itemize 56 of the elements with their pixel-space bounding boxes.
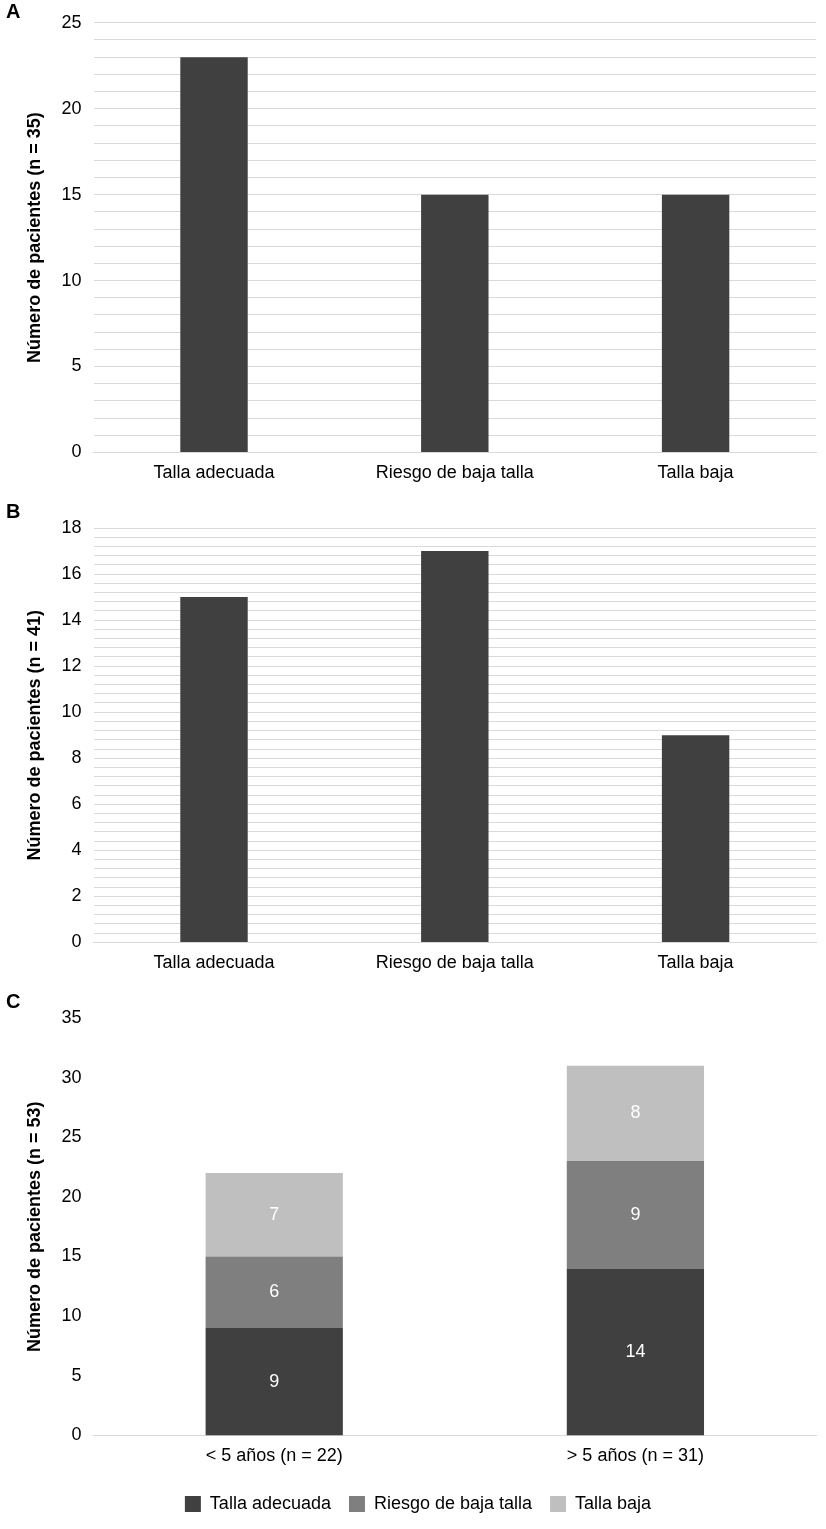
data-label: 14 <box>625 1340 646 1361</box>
y-tick-label: 0 <box>71 931 82 952</box>
chart-title: C <box>6 990 21 1013</box>
x-tick-label: Talla adecuada <box>153 952 276 973</box>
chart-title: B <box>6 500 21 523</box>
y-tick-label: 30 <box>61 1066 82 1087</box>
y-axis-title: Número de pacientes (n = 35) <box>23 112 44 363</box>
data-label: 9 <box>269 1370 280 1391</box>
y-tick-label: 10 <box>61 269 82 290</box>
data-label: 9 <box>630 1203 641 1224</box>
y-tick-label: 15 <box>61 183 82 204</box>
y-tick-label: 25 <box>61 1126 82 1147</box>
y-tick-label: 15 <box>61 1245 82 1266</box>
y-tick-label: 10 <box>61 701 82 722</box>
x-tick-label: Riesgo de baja talla <box>375 462 535 483</box>
y-tick-label: 0 <box>71 1424 82 1445</box>
y-tick-label: 18 <box>61 516 82 537</box>
data-label: 7 <box>269 1203 280 1224</box>
data-label: 6 <box>269 1281 280 1302</box>
y-tick-label: 25 <box>61 11 82 32</box>
y-tick-label: 20 <box>61 97 82 118</box>
bar <box>566 1161 705 1269</box>
data-label: 8 <box>630 1102 641 1123</box>
y-tick-label: 16 <box>61 563 82 584</box>
y-axis-title: Número de pacientes (n = 41) <box>23 609 44 861</box>
y-tick-label: 6 <box>71 793 82 814</box>
x-tick-label: Talla baja <box>657 462 735 483</box>
y-tick-label: 8 <box>71 747 82 768</box>
y-tick-label: 0 <box>71 441 82 462</box>
x-tick-label: < 5 años (n = 22) <box>205 1445 343 1466</box>
legend-label: Talla adecuada <box>209 1492 332 1513</box>
y-tick-label: 12 <box>61 655 82 676</box>
x-tick-label: Talla adecuada <box>153 462 276 483</box>
legend-label: Riesgo de baja talla <box>373 1492 534 1513</box>
y-tick-label: 20 <box>61 1185 82 1206</box>
y-tick-label: 10 <box>61 1305 82 1326</box>
bar <box>566 1268 705 1436</box>
x-tick-label: > 5 años (n = 31) <box>566 1445 704 1466</box>
x-tick-label: Talla baja <box>657 952 735 973</box>
y-tick-label: 2 <box>71 885 82 906</box>
y-axis-title: Número de pacientes (n = 53) <box>23 1101 44 1352</box>
x-tick-label: Riesgo de baja talla <box>375 952 535 973</box>
bar <box>205 1173 343 1257</box>
bar <box>566 1065 705 1162</box>
chart-title: A <box>6 0 21 23</box>
bar <box>205 1256 343 1329</box>
bar <box>661 735 730 942</box>
y-tick-label: 5 <box>71 355 82 376</box>
y-tick-label: 35 <box>61 1006 82 1027</box>
y-tick-label: 5 <box>71 1364 82 1385</box>
y-tick-label: 4 <box>71 839 82 860</box>
bar <box>205 1328 343 1436</box>
y-tick-label: 14 <box>61 609 82 630</box>
legend-label: Talla baja <box>575 1492 653 1513</box>
bar <box>421 551 489 942</box>
bar <box>180 597 248 942</box>
